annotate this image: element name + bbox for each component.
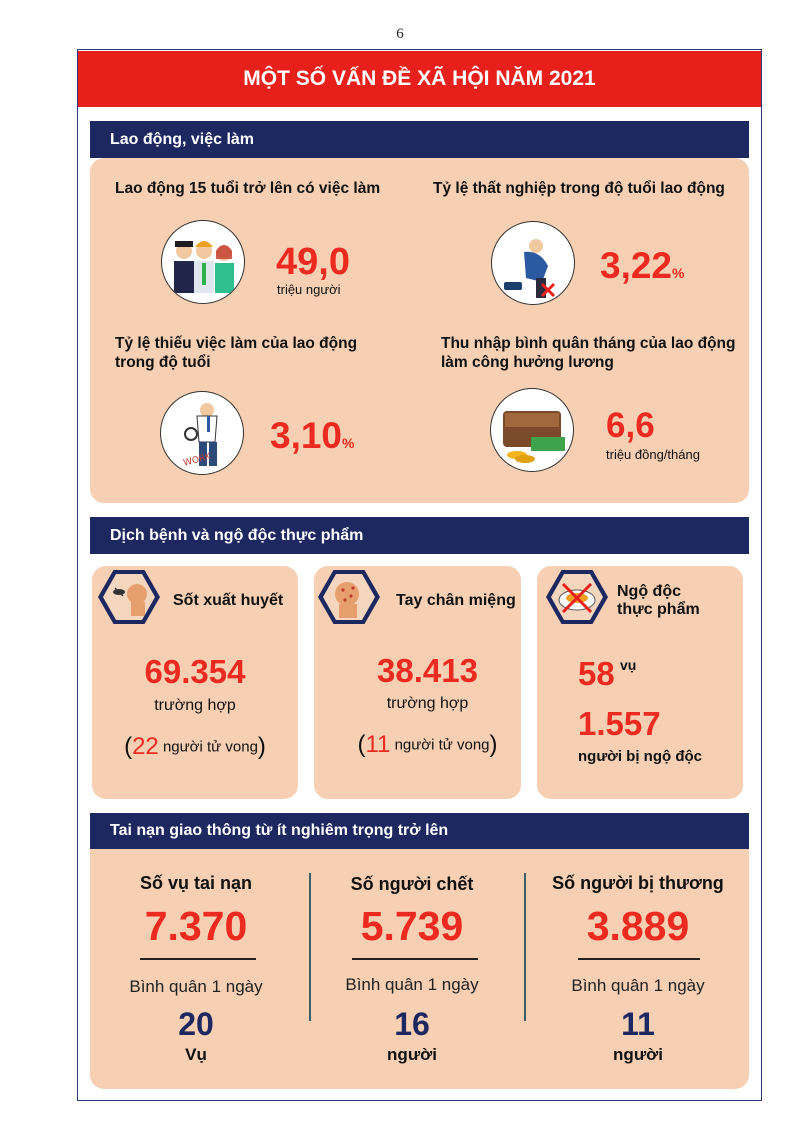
traffic-injured-label: Số người bị thương — [552, 873, 724, 893]
traffic-injured-avg-unit: người — [613, 1045, 663, 1064]
page-frame — [77, 49, 762, 1101]
traffic-accidents-avg-unit: Vụ — [185, 1045, 207, 1064]
traffic-deaths-label: Số người chết — [350, 874, 474, 894]
dengue-value: 69.354 — [144, 653, 246, 690]
hfmd-deaths-count: 11 — [365, 731, 391, 758]
column-divider — [309, 873, 311, 1021]
hfmd-label: Tay chân miệng — [396, 592, 516, 609]
hfmd-deaths: (11 người tử vong) — [357, 731, 498, 758]
hfmd-value: 38.413 — [377, 652, 478, 689]
unemployment-unit: % — [672, 265, 685, 281]
traffic-deaths-avg-value: 16 — [394, 1006, 430, 1042]
employed-value: 49,0 — [276, 241, 350, 283]
dengue-label: Sốt xuất huyết — [173, 592, 284, 609]
food-poisoning-people-unit: người bị ngộ độc — [578, 748, 703, 765]
food-cross-icon — [546, 570, 608, 624]
traffic-panel — [90, 849, 749, 1089]
income-unit: triệu đồng/tháng — [606, 447, 700, 462]
section-heading-labor: Lao động, việc làm — [90, 121, 749, 158]
underemployment-label: Tỷ lệ thiếu việc làm của lao động trong … — [115, 335, 358, 372]
hfmd-unit: trường hợp — [386, 695, 469, 712]
page-title: MỘT SỐ VẤN ĐỀ XÃ HỘI NĂM 2021 — [78, 51, 761, 107]
traffic-deaths-avg-label: Bình quân 1 ngày — [345, 975, 479, 994]
unemployment-value: 3,22% — [600, 245, 685, 286]
food-poisoning-cases: 58 — [578, 655, 615, 692]
underemployment-value: 3,10% — [270, 415, 355, 456]
traffic-accidents-avg-label: Bình quân 1 ngày — [129, 977, 263, 996]
section-heading-disease: Dịch bệnh và ngộ độc thực phẩm — [90, 517, 749, 554]
underemployment-unit: % — [342, 435, 355, 451]
wallet-icon — [490, 388, 574, 472]
job-search-icon: WORK — [160, 391, 244, 475]
column-divider — [524, 873, 526, 1021]
page-number: 6 — [396, 26, 404, 42]
food-poisoning-label: Ngộ độc thực phẩm — [617, 583, 700, 619]
rash-face-icon — [318, 570, 380, 624]
section-heading-traffic: Tai nạn giao thông từ ít nghiêm trọng tr… — [90, 813, 749, 849]
food-poisoning-people: 1.557 — [578, 705, 661, 742]
unemployment-label: Tỷ lệ thất nghiệp trong độ tuổi lao động — [433, 180, 725, 197]
traffic-deaths-value: 5.739 — [360, 903, 464, 949]
traffic-injured-avg-value: 11 — [621, 1006, 655, 1042]
unemployed-person-icon — [491, 221, 575, 305]
traffic-accidents-value: 7.370 — [144, 903, 248, 949]
income-value: 6,6 — [606, 406, 655, 445]
divider — [140, 958, 256, 960]
income-label: Thu nhập bình quân tháng của lao động là… — [441, 335, 736, 372]
svg-text:WORK: WORK — [182, 452, 213, 469]
workers-icon — [161, 220, 245, 304]
employed-unit: triệu người — [277, 282, 341, 297]
dengue-unit: trường hợp — [154, 697, 236, 714]
divider — [578, 958, 700, 960]
food-poisoning-cases-unit: vụ — [620, 657, 637, 673]
traffic-accidents-label: Số vụ tai nạn — [139, 873, 253, 893]
traffic-accidents-avg-value: 20 — [178, 1006, 214, 1042]
traffic-injured-avg-label: Bình quân 1 ngày — [571, 976, 705, 995]
employed-label: Lao động 15 tuổi trở lên có việc làm — [115, 180, 381, 197]
dengue-deaths: (22 người tử vong) — [124, 733, 266, 760]
traffic-deaths-avg-unit: người — [387, 1045, 437, 1064]
divider — [352, 958, 478, 960]
traffic-injured-value: 3.889 — [586, 903, 690, 949]
dengue-deaths-count: 22 — [132, 733, 159, 760]
